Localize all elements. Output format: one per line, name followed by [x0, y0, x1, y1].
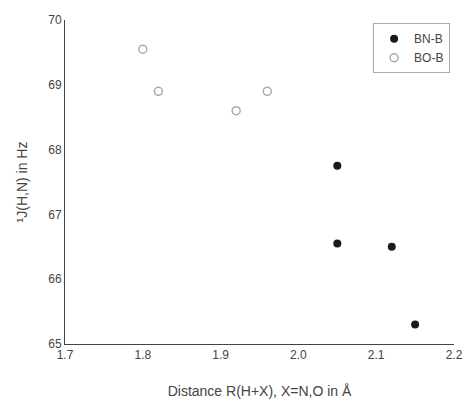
svg-text:2.2: 2.2 [446, 348, 463, 362]
svg-text:69: 69 [48, 78, 62, 92]
svg-text:BO-B: BO-B [414, 51, 443, 65]
svg-text:¹J(H,N) in Hz: ¹J(H,N) in Hz [14, 142, 30, 223]
svg-text:2.0: 2.0 [290, 348, 307, 362]
svg-text:67: 67 [48, 208, 62, 222]
svg-text:1.7: 1.7 [57, 348, 74, 362]
svg-text:BN-B: BN-B [414, 32, 443, 46]
svg-text:2.1: 2.1 [368, 348, 385, 362]
svg-text:65: 65 [48, 337, 62, 351]
svg-text:1.9: 1.9 [212, 348, 229, 362]
svg-text:70: 70 [48, 13, 62, 27]
svg-text:66: 66 [48, 272, 62, 286]
svg-text:68: 68 [48, 143, 62, 157]
svg-text:1.8: 1.8 [134, 348, 151, 362]
svg-text:Distance R(H+X), X=N,O in Å: Distance R(H+X), X=N,O in Å [168, 383, 352, 399]
